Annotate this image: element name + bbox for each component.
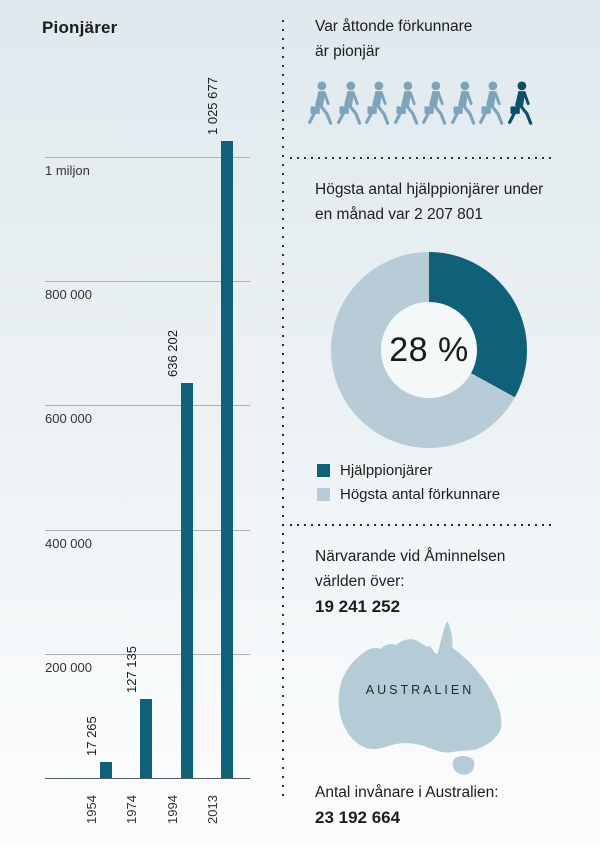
walker-icon [335, 80, 363, 128]
population-block: Antal invånare i Australien: 23 192 664 [315, 780, 499, 830]
x-tick-label: 1974 [124, 795, 139, 824]
walker-icon [449, 80, 477, 128]
australia-map-shape [338, 621, 502, 775]
bar-1954 [100, 762, 112, 778]
legend-swatch-dark [317, 464, 330, 477]
population-caption: Antal invånare i Australien: [315, 784, 499, 801]
memorial-heading: Närvarande vid Åminnelsen världen över: … [315, 544, 505, 619]
australia-map: AUSTRALIEN [330, 621, 524, 776]
dotted-divider-bottom [290, 524, 556, 526]
donut-heading-line2: en månad var 2 207 801 [315, 206, 484, 223]
y-tick-label: 400 000 [45, 536, 92, 551]
x-tick-label: 1954 [84, 795, 99, 824]
walker-icon-highlighted [506, 80, 534, 128]
legend-item-hogsta-antal-forkunnare: Högsta antal förkunnare [317, 486, 500, 503]
legend-label: Högsta antal förkunnare [340, 486, 501, 503]
x-tick-label: 2013 [205, 795, 220, 824]
donut-chart: 28 % [331, 252, 527, 448]
bar-2013 [221, 141, 233, 778]
gridline-400000 [45, 530, 250, 531]
pictogram-heading: Var åttonde förkunnare är pionjär [315, 14, 472, 64]
vertical-dotted-divider [282, 20, 284, 802]
walker-icon [420, 80, 448, 128]
pictogram-heading-line2: är pionjär [315, 43, 380, 60]
donut-heading: Högsta antal hjälppionjärer under en mån… [315, 177, 543, 227]
gridline-600000 [45, 405, 250, 406]
donut-heading-line1: Högsta antal hjälppionjärer under [315, 181, 544, 198]
pioneer-pictogram [306, 80, 534, 128]
gridline-200000 [45, 654, 250, 655]
australia-map-label: AUSTRALIEN [365, 683, 475, 697]
x-axis-line [45, 778, 250, 779]
donut-center-label: 28 % [389, 330, 469, 369]
bar-value-label: 636 202 [165, 330, 180, 377]
bar-value-label: 17 265 [84, 716, 99, 756]
bar-value-label: 127 135 [124, 646, 139, 693]
y-tick-label: 800 000 [45, 287, 92, 302]
bar-chart: 200 000 400 000 600 000 800 000 1 miljon 17 2… [0, 0, 283, 845]
page-title: Pionjärer [42, 18, 118, 37]
walker-icon [363, 80, 391, 128]
x-tick-label: 1994 [165, 795, 180, 824]
legend-swatch-light [317, 488, 330, 501]
legend-label: Hjälppionjärer [340, 462, 433, 479]
pictogram-heading-line1: Var åttonde förkunnare [315, 18, 473, 35]
gridline-1000000 [45, 157, 250, 158]
walker-icon [306, 80, 334, 128]
memorial-heading-line1: Närvarande vid Åminnelsen [315, 548, 506, 565]
memorial-heading-line2: världen över: [315, 573, 405, 590]
walker-icon [392, 80, 420, 128]
y-tick-label: 600 000 [45, 411, 92, 426]
donut-hole: 28 % [381, 302, 477, 398]
population-value: 23 192 664 [315, 808, 401, 827]
legend-item-hjalppionjarer: Hjälppionjärer [317, 462, 500, 479]
y-tick-label: 1 miljon [45, 163, 90, 178]
donut-legend: Hjälppionjärer Högsta antal förkunnare [317, 462, 500, 503]
y-tick-label: 200 000 [45, 660, 92, 675]
bar-value-label: 1 025 677 [205, 77, 220, 135]
gridline-800000 [45, 281, 250, 282]
bar-1974 [140, 699, 152, 778]
bar-1994 [181, 383, 193, 778]
memorial-attendance-value: 19 241 252 [315, 597, 401, 616]
walker-icon [477, 80, 505, 128]
dotted-divider-top [290, 157, 556, 159]
